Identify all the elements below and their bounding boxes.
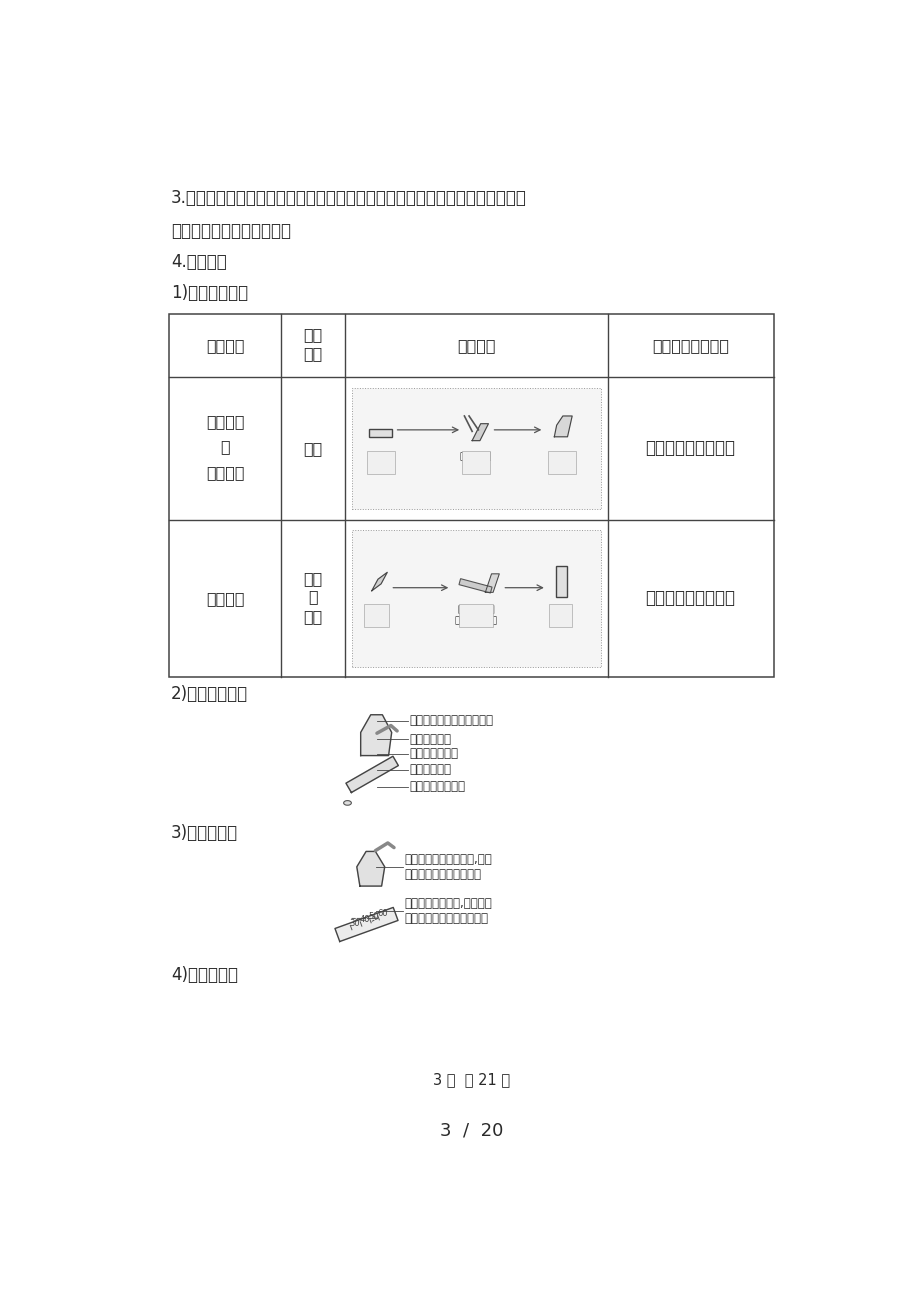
Text: 先使试
管倾斜: 先使试 管倾斜 (368, 606, 384, 624)
Text: 把试管慢慢
地竖立起来: 把试管慢慢 地竖立起来 (548, 453, 575, 472)
Text: 30: 30 (349, 919, 359, 928)
FancyBboxPatch shape (351, 531, 600, 666)
Text: 60: 60 (377, 909, 387, 917)
Text: 50: 50 (369, 912, 379, 921)
FancyBboxPatch shape (367, 450, 395, 474)
FancyBboxPatch shape (351, 388, 600, 509)
Text: 取用方法速记口诀: 取用方法速记口诀 (652, 338, 729, 353)
Bar (169, 314, 773, 678)
Text: 首先向量筒内倾倒液体,在接
近刻度时用胶头滴管滴加: 首先向量筒内倾倒液体,在接 近刻度时用胶头滴管滴加 (404, 853, 492, 881)
Text: 液体药品盛放在细口瓶中，: 液体药品盛放在细口瓶中， (409, 714, 493, 727)
Text: 试管稍稍倾斜: 试管稍稍倾斜 (409, 764, 451, 777)
Polygon shape (346, 756, 398, 792)
Text: 药品类型: 药品类型 (206, 338, 244, 353)
Text: 标签朝向手心: 标签朝向手心 (409, 732, 451, 745)
Text: 40: 40 (359, 915, 369, 924)
Text: 3 页  共 21 页: 3 页 共 21 页 (433, 1072, 509, 1088)
Text: 一横、二放、三慢立: 一横、二放、三慢立 (645, 440, 735, 458)
Text: 纸槽: 纸槽 (303, 609, 322, 623)
Polygon shape (335, 907, 398, 942)
Text: 固体粉末: 固体粉末 (206, 591, 244, 606)
Text: 取用: 取用 (303, 328, 322, 342)
Polygon shape (485, 574, 499, 592)
Bar (369, 429, 391, 437)
FancyBboxPatch shape (548, 450, 575, 474)
Text: 2)液体药品取用: 2)液体药品取用 (171, 686, 247, 704)
FancyBboxPatch shape (364, 604, 389, 627)
Text: 验室，要放入指定容器中。: 验室，要放入指定容器中。 (171, 221, 290, 239)
Text: 3.处理原则：实验剩余的药品既不能放回原瓶，也不要随意丢弃，更不能拿出实: 3.处理原则：实验剩余的药品既不能放回原瓶，也不要随意丢弃，更不能拿出实 (171, 190, 526, 207)
Text: 取用方法: 取用方法 (457, 338, 494, 353)
Text: 3)液体的量取: 3)液体的量取 (171, 824, 238, 842)
Text: 瓶口紧挨试管口: 瓶口紧挨试管口 (409, 747, 458, 760)
Text: 或: 或 (308, 589, 317, 605)
Text: 读数时量筒应放平,视线与液
体凹液面的最低处保持水平: 读数时量筒应放平,视线与液 体凹液面的最低处保持水平 (404, 898, 492, 925)
Bar (555, 566, 566, 597)
Polygon shape (371, 572, 387, 591)
Text: 药匙: 药匙 (303, 571, 322, 585)
Polygon shape (471, 424, 488, 441)
Ellipse shape (344, 800, 351, 805)
Polygon shape (357, 851, 384, 886)
Text: 用镊子把药品
放入试管口: 用镊子把药品 放入试管口 (460, 453, 492, 472)
Text: 工具: 工具 (303, 346, 322, 360)
Text: 块状药品: 块状药品 (206, 414, 244, 429)
Polygon shape (360, 714, 391, 756)
FancyBboxPatch shape (461, 450, 490, 474)
Text: 先把试
管横放: 先把试 管横放 (373, 453, 389, 472)
Text: 金属颗粒: 金属颗粒 (206, 466, 244, 480)
FancyBboxPatch shape (459, 604, 493, 627)
Text: 4)物质的加热: 4)物质的加热 (171, 967, 237, 985)
Text: 镊子: 镊子 (303, 441, 322, 455)
Text: 把试管
直立起来: 把试管 直立起来 (550, 606, 571, 624)
FancyBboxPatch shape (549, 604, 572, 627)
Text: 或: 或 (221, 440, 230, 454)
Text: 用药匙或纸槽把
药品送入试管底部: 用药匙或纸槽把 药品送入试管底部 (454, 606, 497, 624)
Bar (459, 579, 492, 593)
Text: 4.药品取用: 4.药品取用 (171, 254, 226, 272)
Text: 1)固体药品取用: 1)固体药品取用 (171, 284, 247, 302)
Text: 塞子倒放在桌面上: 塞子倒放在桌面上 (409, 781, 465, 794)
Text: 3  /  20: 3 / 20 (439, 1121, 503, 1140)
Polygon shape (554, 416, 572, 437)
Text: 一斜、二送、三直立: 一斜、二送、三直立 (645, 589, 735, 608)
